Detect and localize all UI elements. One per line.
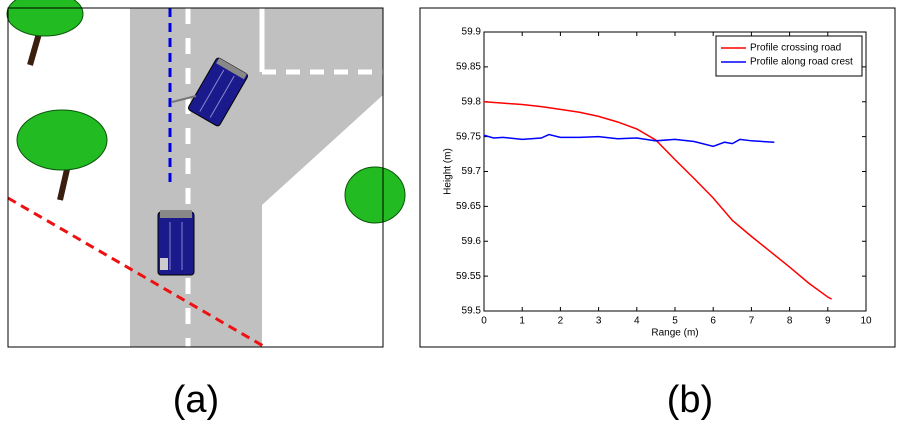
tree bbox=[345, 167, 405, 223]
x-tick-label: 6 bbox=[710, 316, 716, 327]
x-tick-label: 4 bbox=[634, 316, 640, 327]
x-axis-label: Range (m) bbox=[651, 328, 698, 339]
y-tick-label: 59.9 bbox=[462, 27, 482, 38]
x-tick-label: 10 bbox=[860, 316, 872, 327]
y-tick-label: 59.7 bbox=[462, 166, 482, 177]
panel-label: (b) bbox=[667, 379, 713, 421]
x-tick-label: 2 bbox=[558, 316, 564, 327]
y-tick-label: 59.65 bbox=[456, 201, 481, 212]
y-tick-label: 59.55 bbox=[456, 271, 481, 282]
y-tick-label: 59.8 bbox=[462, 96, 482, 107]
x-tick-label: 7 bbox=[749, 316, 755, 327]
x-tick-label: 5 bbox=[672, 316, 678, 327]
x-tick-label: 9 bbox=[825, 316, 831, 327]
figure: (a) (b) 0 1 2 3 4 5 6 7 8 9 10 59.5 59.55 59.6 59.65 59… bbox=[0, 0, 904, 428]
legend-label: Profile along road crest bbox=[750, 57, 853, 68]
legend-label: Profile crossing road bbox=[750, 43, 841, 54]
x-tick-label: 3 bbox=[596, 316, 602, 327]
panel-label: (a) bbox=[173, 379, 219, 421]
vehicle bbox=[158, 210, 194, 275]
y-tick-label: 59.5 bbox=[462, 306, 482, 317]
x-tick-label: 1 bbox=[519, 316, 525, 327]
scene bbox=[7, 0, 405, 347]
plot: 0 1 2 3 4 5 6 7 8 9 10 59.5 59.55 59.6 59.65 59.7 59.75 5… bbox=[443, 27, 872, 339]
y-tick-label: 59.75 bbox=[456, 131, 481, 142]
page: (a) (b) 0 1 2 3 4 5 6 7 8 9 10 59.5 59.55 59.6 59.65 59… bbox=[0, 0, 904, 428]
y-axis-label: Height (m) bbox=[443, 148, 454, 195]
x-tick-label: 0 bbox=[481, 316, 487, 327]
y-tick-label: 59.85 bbox=[456, 62, 481, 73]
x-tick-label: 8 bbox=[787, 316, 793, 327]
y-tick-label: 59.6 bbox=[462, 236, 482, 247]
